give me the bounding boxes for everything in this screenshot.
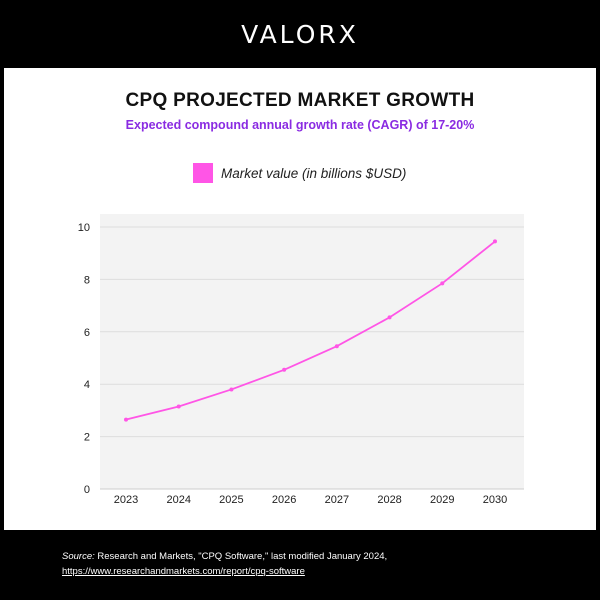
y-tick-label-10: 10 xyxy=(78,222,90,234)
legend-label: Market value (in billions $USD) xyxy=(221,165,407,181)
y-tick-label-4: 4 xyxy=(84,379,90,391)
x-tick-label-2030: 2030 xyxy=(483,494,507,506)
data-point-2024 xyxy=(176,404,181,409)
left-border xyxy=(0,68,4,530)
y-tick-label-8: 8 xyxy=(84,274,90,286)
x-tick-label-2027: 2027 xyxy=(325,494,349,506)
y-tick-label-2: 2 xyxy=(84,432,90,444)
source-citation: Source: Research and Markets, "CPQ Softw… xyxy=(62,551,387,562)
x-tick-label-2028: 2028 xyxy=(377,494,401,506)
valorx-logo: VALORX xyxy=(241,19,359,49)
x-tick-label-2025: 2025 xyxy=(219,494,243,506)
plot-background xyxy=(100,214,524,489)
header-bar: VALORX xyxy=(0,0,600,68)
chart-subtitle: Expected compound annual growth rate (CA… xyxy=(125,118,475,132)
source-link[interactable]: https://www.researchandmarkets.com/repor… xyxy=(62,566,305,577)
x-tick-label-2024: 2024 xyxy=(166,494,190,506)
y-tick-label-0: 0 xyxy=(84,484,90,496)
x-tick-label-2026: 2026 xyxy=(272,494,296,506)
data-point-2023 xyxy=(124,417,128,422)
right-border xyxy=(596,68,600,530)
source-label: Source: xyxy=(62,551,95,562)
x-tick-label-2023: 2023 xyxy=(114,494,138,506)
chart-svg: 0 2 4 6 8 10 2023 2024 2025 2026 2027 2028 2029 2030 xyxy=(78,214,524,506)
series-line xyxy=(125,240,496,421)
footer-bar xyxy=(0,530,600,600)
data-point-2030 xyxy=(493,239,497,244)
data-point-2025 xyxy=(229,387,234,392)
line-chart: 0 2 4 6 8 10 2023 2024 2025 2026 2027 2028 2029 2030 xyxy=(0,200,600,520)
chart-legend: Market value (in billions $USD) xyxy=(193,162,406,184)
source-text: Research and Markets, "CPQ Software," la… xyxy=(94,551,388,562)
data-point-2026 xyxy=(282,367,287,372)
data-point-2029 xyxy=(440,281,445,286)
data-point-2027 xyxy=(334,344,339,349)
legend-swatch xyxy=(193,163,213,183)
chart-title: CPQ PROJECTED MARKET GROWTH xyxy=(125,90,475,111)
x-tick-label-2029: 2029 xyxy=(430,494,454,506)
y-tick-label-6: 6 xyxy=(84,327,90,339)
data-point-2028 xyxy=(387,315,392,320)
